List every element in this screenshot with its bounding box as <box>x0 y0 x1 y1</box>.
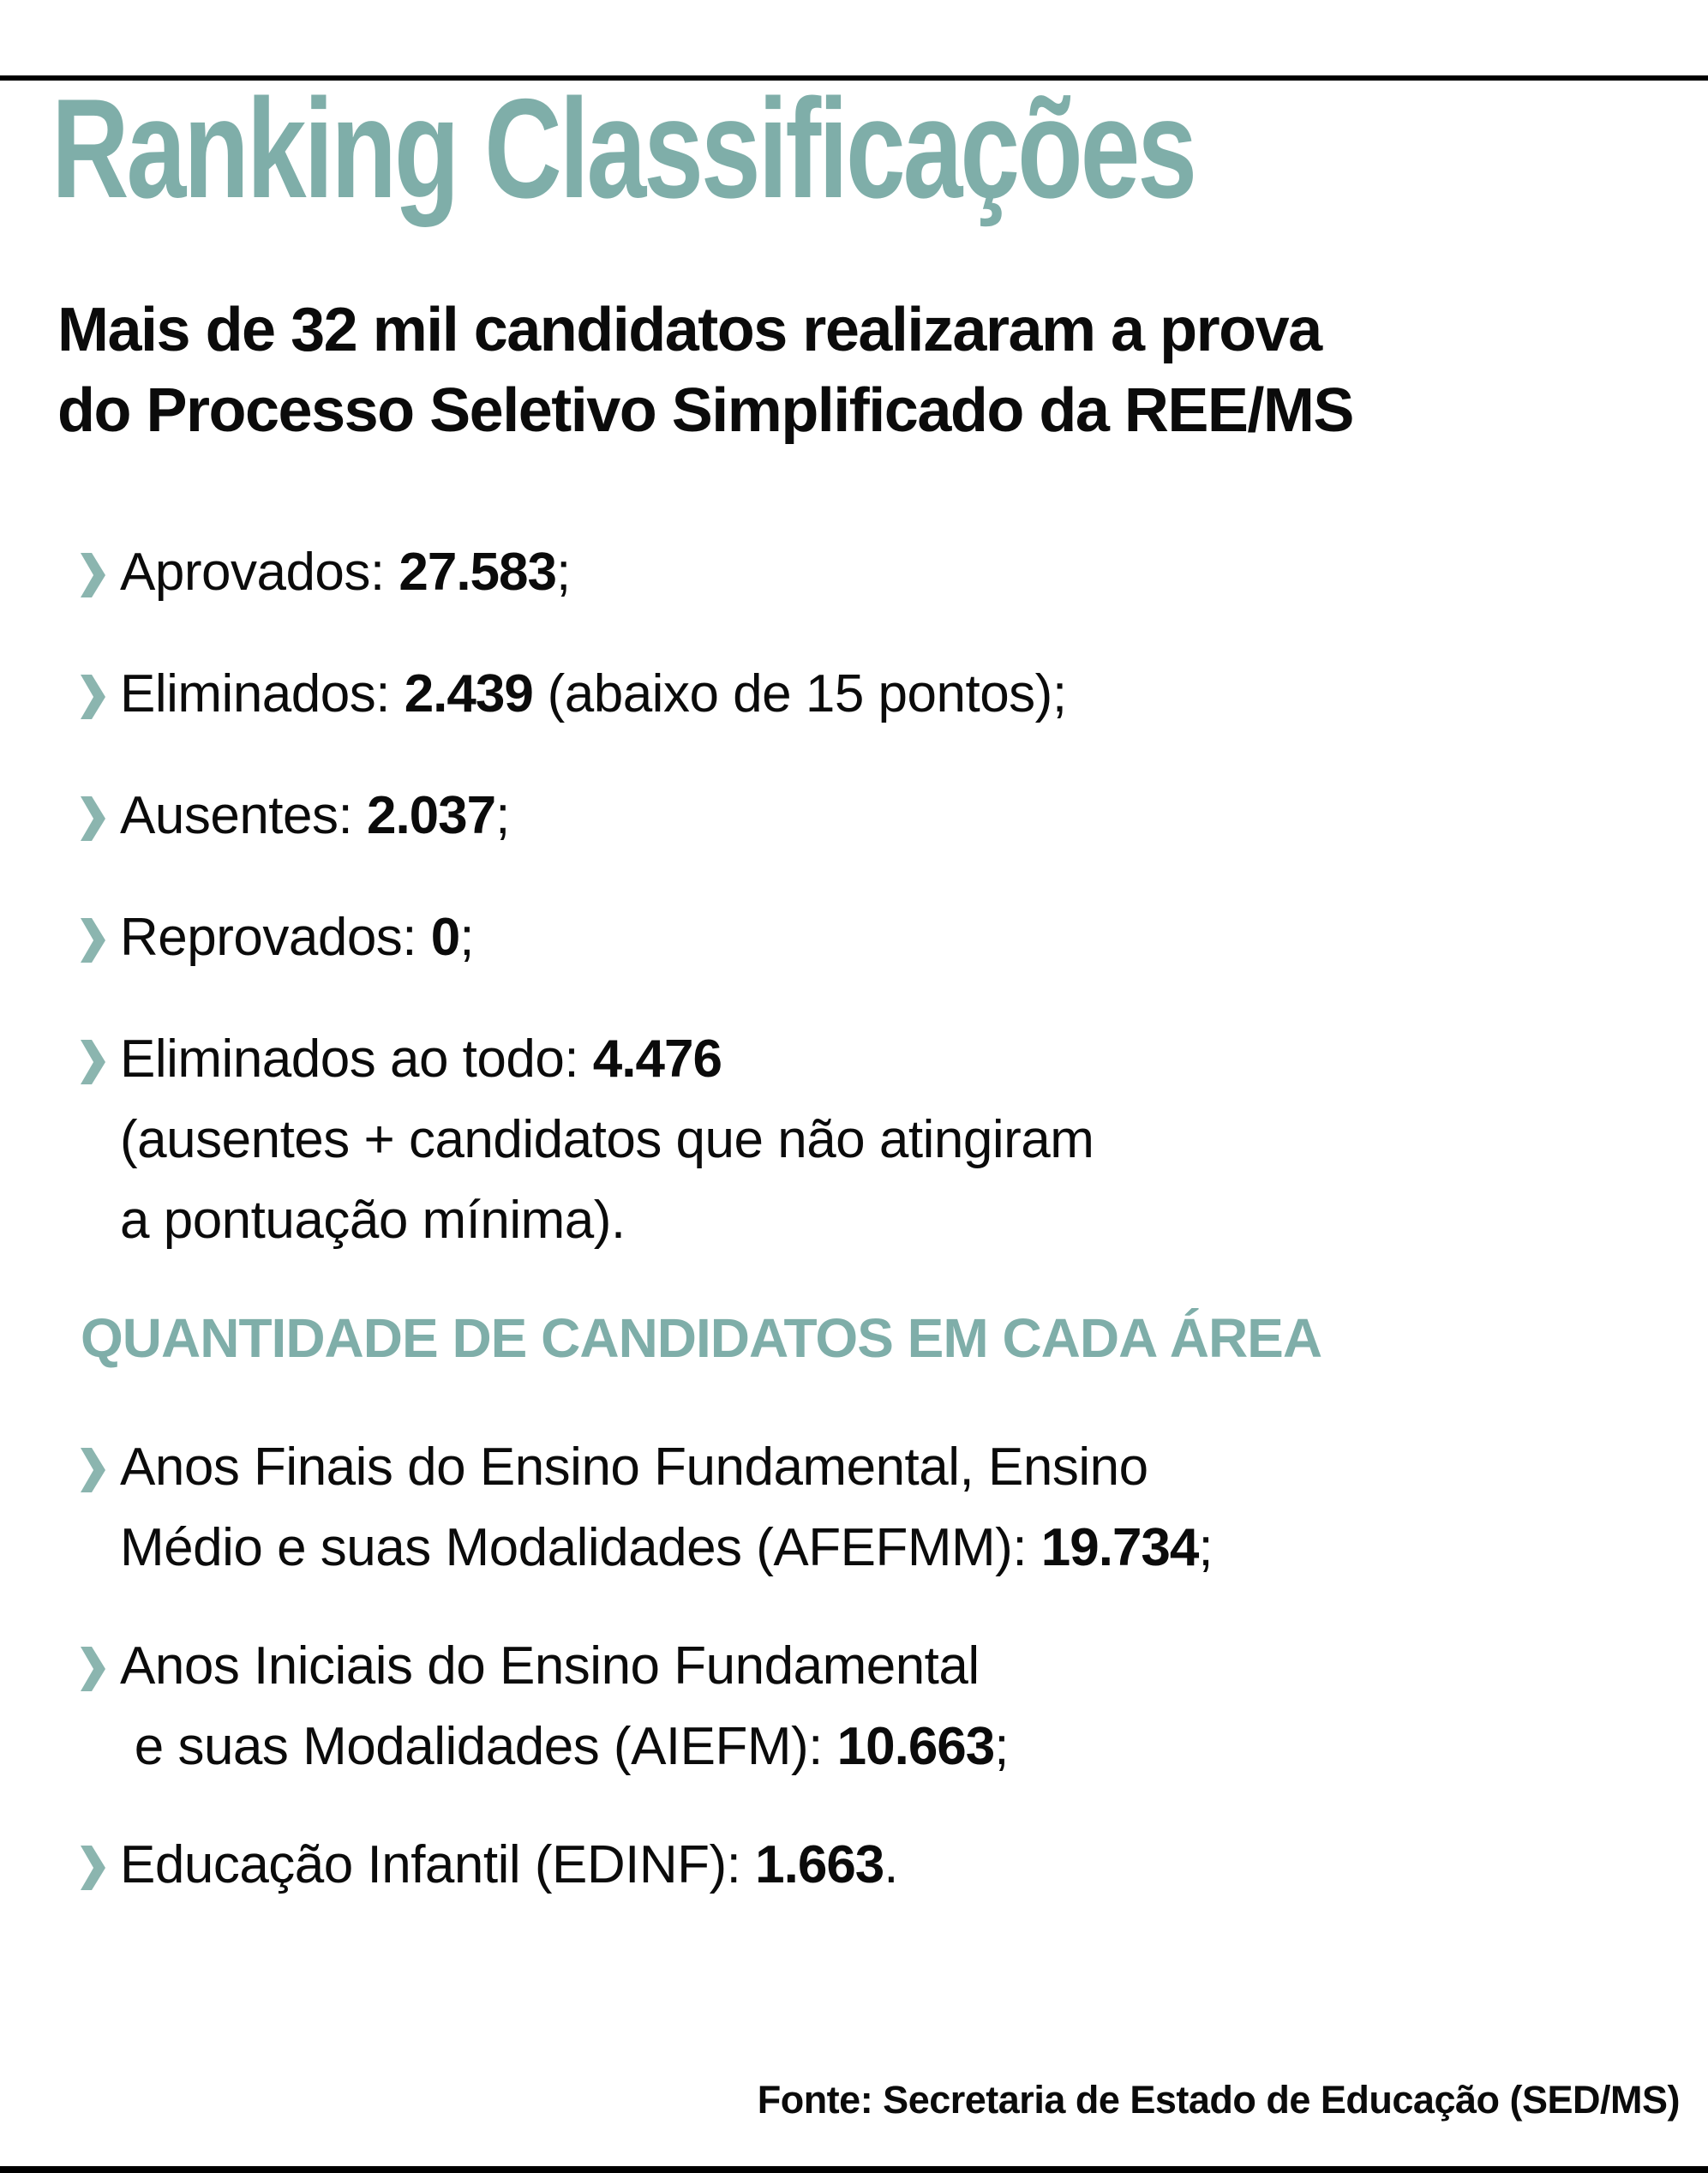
section-heading: QUANTIDADE DE CANDIDATOS EM CADA ÁREA <box>81 1307 1322 1369</box>
chevron-bullet-icon <box>81 1647 105 1691</box>
page-subtitle: Mais de 32 mil candidatos realizaram a p… <box>57 290 1657 451</box>
list-item-line: Anos Iniciais do Ensino Fundamental <box>120 1626 1009 1707</box>
bullet-marker <box>81 532 120 597</box>
list-item: Educação Infantil (EDINF): 1.663. <box>81 1825 1657 1906</box>
bottom-border-bar <box>0 2166 1708 2173</box>
stat-value: 4.476 <box>592 1029 722 1089</box>
chevron-bullet-icon <box>81 796 105 841</box>
bullet-marker <box>81 1825 120 1890</box>
list-item: Anos Iniciais do Ensino Fundamental e su… <box>81 1626 1657 1787</box>
list-item-line: Reprovados: 0; <box>120 897 474 978</box>
stat-label: ; <box>994 1717 1009 1776</box>
list-item: Ausentes: 2.037; <box>81 776 1657 856</box>
stat-label: Aprovados: <box>120 543 399 602</box>
list-item-text: Anos Finais do Ensino Fundamental, Ensin… <box>120 1427 1214 1588</box>
list-item-line: Anos Finais do Ensino Fundamental, Ensin… <box>120 1427 1213 1508</box>
list-item: Eliminados: 2.439 (abaixo de 15 pontos); <box>81 654 1657 735</box>
stat-label: ; <box>556 543 571 602</box>
bullet-marker <box>81 1427 120 1492</box>
stat-label: (ausentes + candidatos que não atingiram <box>120 1110 1094 1169</box>
list-item-line: e suas Modalidades (AIEFM): 10.663; <box>120 1707 1010 1787</box>
stat-label: Ausentes: <box>120 786 367 845</box>
list-item-text: Eliminados ao todo: 4.476 (ausentes + can… <box>120 1019 1094 1261</box>
stat-value: 1.663 <box>755 1835 884 1894</box>
stat-label: Educação Infantil (EDINF): <box>120 1835 756 1894</box>
list-item-text: Ausentes: 2.037; <box>120 776 510 856</box>
chevron-bullet-icon <box>81 1448 105 1492</box>
stat-label: ; <box>1198 1518 1214 1577</box>
chevron-bullet-icon <box>81 1040 105 1084</box>
list-item-text: Anos Iniciais do Ensino Fundamental e su… <box>120 1626 1009 1787</box>
list-item: Anos Finais do Ensino Fundamental, Ensin… <box>81 1427 1657 1588</box>
subtitle-line-1: Mais de 32 mil candidatos realizaram a p… <box>57 296 1322 364</box>
stat-label: (abaixo de 15 pontos); <box>532 664 1067 723</box>
page-title-text: Ranking Classificações <box>51 69 1197 227</box>
chevron-bullet-icon <box>81 1846 105 1890</box>
stat-label: . <box>884 1835 899 1894</box>
top-border-bar <box>0 75 1708 81</box>
stat-label: a pontuação mínima). <box>120 1191 626 1250</box>
area-list: Anos Finais do Ensino Fundamental, Ensin… <box>81 1427 1657 1906</box>
stat-label: ; <box>459 908 474 967</box>
list-item-line: Eliminados ao todo: 4.476 <box>120 1019 1094 1100</box>
chevron-bullet-icon <box>81 553 105 597</box>
source-credit: Fonte: Secretaria de Estado de Educação … <box>757 2078 1681 2122</box>
list-item-line: Médio e suas Modalidades (AFEFMM): 19.73… <box>120 1508 1214 1588</box>
bullet-marker <box>81 776 120 841</box>
stat-value: 19.734 <box>1040 1518 1200 1577</box>
stat-value: 2.037 <box>366 786 496 845</box>
bullet-marker <box>81 1019 120 1084</box>
bullet-marker <box>81 1626 120 1691</box>
subtitle-line-2: do Processo Seletivo Simplificado da REE… <box>57 376 1354 445</box>
list-item: Eliminados ao todo: 4.476 (ausentes + can… <box>81 1019 1657 1261</box>
stat-label: Eliminados ao todo: <box>120 1029 593 1089</box>
stat-label: Médio e suas Modalidades (AFEFMM): <box>120 1518 1041 1577</box>
stat-value: 0 <box>430 908 460 967</box>
list-item: Aprovados: 27.583; <box>81 532 1657 613</box>
list-item: Reprovados: 0; <box>81 897 1657 978</box>
stat-label: Anos Iniciais do Ensino Fundamental <box>120 1636 980 1696</box>
stat-label: e suas Modalidades (AIEFM): <box>120 1717 837 1776</box>
content-area: Ranking Classificações Mais de 32 mil ca… <box>0 75 1708 1906</box>
summary-list: Aprovados: 27.583; Eliminados: 2.439 (aba… <box>81 532 1657 1261</box>
list-item-text: Aprovados: 27.583; <box>120 532 571 613</box>
list-item-line: Eliminados: 2.439 (abaixo de 15 pontos); <box>120 654 1067 735</box>
bullet-marker <box>81 897 120 963</box>
infographic-page: Ranking Classificações Mais de 32 mil ca… <box>0 75 1708 2173</box>
stat-label: Eliminados: <box>120 664 405 723</box>
list-item-line: (ausentes + candidatos que não atingiram <box>120 1100 1094 1180</box>
stat-label: ; <box>495 786 510 845</box>
stat-value: 10.663 <box>836 1717 996 1776</box>
bullet-marker <box>81 654 120 719</box>
list-item-line: Ausentes: 2.037; <box>120 776 510 856</box>
list-item-line: Aprovados: 27.583; <box>120 532 571 613</box>
chevron-bullet-icon <box>81 918 105 963</box>
stat-label: Reprovados: <box>120 908 431 967</box>
list-item-line: a pontuação mínima). <box>120 1180 1094 1261</box>
stat-value: 2.439 <box>404 664 534 723</box>
chevron-bullet-icon <box>81 675 105 719</box>
list-item-text: Educação Infantil (EDINF): 1.663. <box>120 1825 899 1906</box>
list-item-line: Educação Infantil (EDINF): 1.663. <box>120 1825 899 1906</box>
list-item-text: Reprovados: 0; <box>120 897 474 978</box>
stat-value: 27.583 <box>399 543 557 602</box>
stat-label: Anos Finais do Ensino Fundamental, Ensin… <box>120 1438 1148 1497</box>
page-title: Ranking Classificações <box>51 75 1657 221</box>
list-item-text: Eliminados: 2.439 (abaixo de 15 pontos); <box>120 654 1067 735</box>
